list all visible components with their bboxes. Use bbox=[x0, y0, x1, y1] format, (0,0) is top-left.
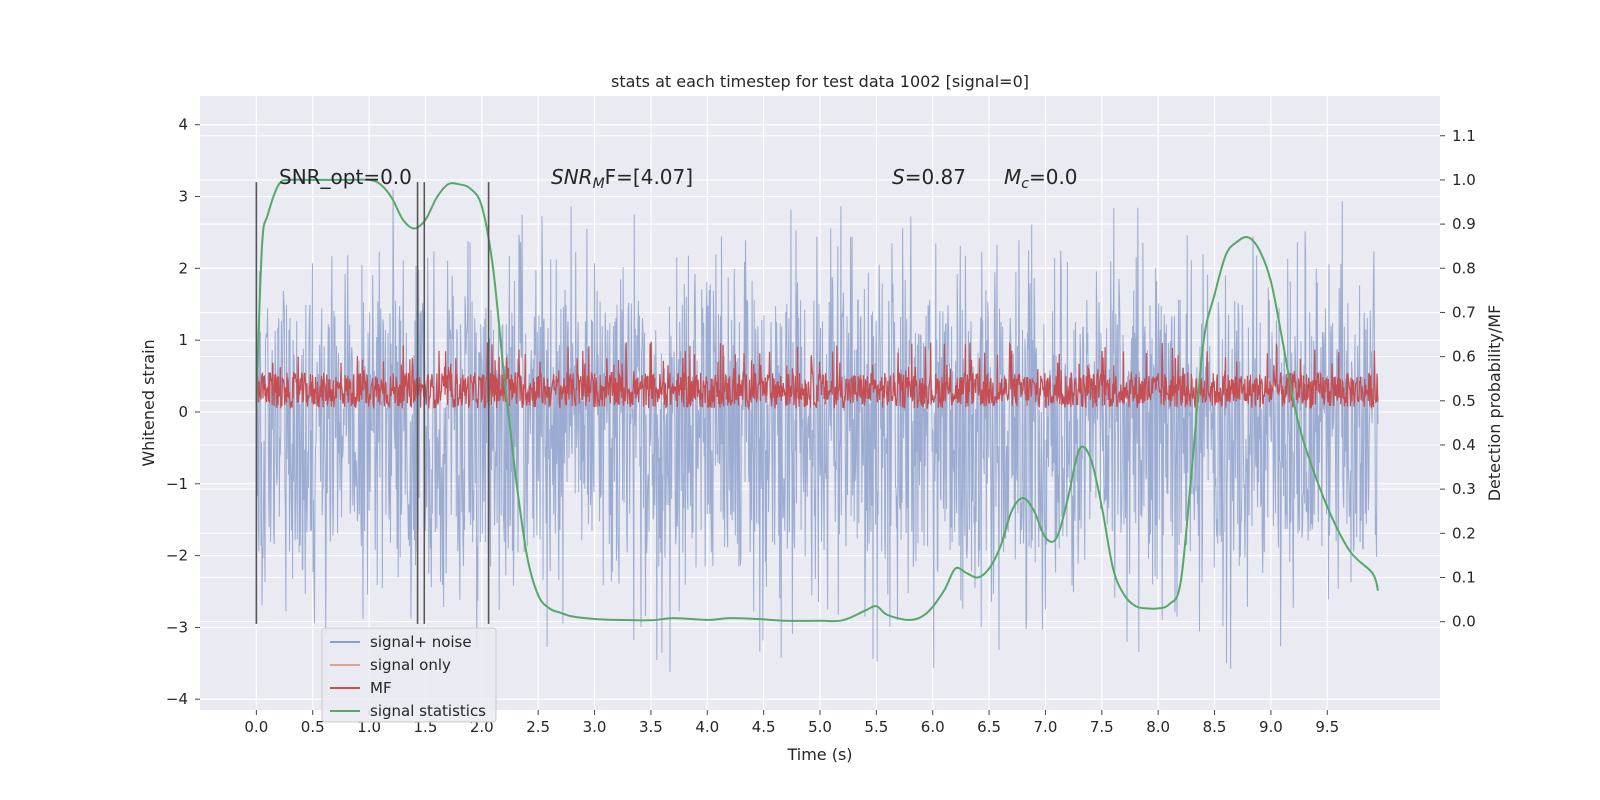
annotation-snr-mf: SNRMF=[4.07] bbox=[551, 165, 693, 192]
x-tick-label: 0.0 bbox=[244, 718, 268, 736]
x-tick-label: 7.0 bbox=[1034, 718, 1058, 736]
legend-box bbox=[321, 627, 497, 723]
x-tick-label: 3.5 bbox=[639, 718, 663, 736]
y2-tick-label: 0.9 bbox=[1452, 215, 1476, 233]
y2-tick-label: 1.1 bbox=[1452, 127, 1476, 145]
chart-title: stats at each timestep for test data 100… bbox=[611, 72, 1029, 91]
y2-axis-label: Detection probability/MF bbox=[1485, 305, 1504, 502]
annotation-s-main: S bbox=[892, 165, 905, 189]
y-tick-label: −4 bbox=[166, 690, 188, 708]
y-tick-label: 1 bbox=[178, 331, 188, 349]
y2-tick-label: 0.7 bbox=[1452, 303, 1476, 321]
y2-tick-label: 1.0 bbox=[1452, 171, 1476, 189]
x-tick-label: 3.0 bbox=[583, 718, 607, 736]
axes: 0.0 0.5 1.0 1.5 2.0 2.5 3.0 3.5 4.0 4.5 5.0 5.5 6.0 6… bbox=[166, 116, 1476, 736]
x-tick-label: 7.5 bbox=[1090, 718, 1114, 736]
series-layer bbox=[255, 178, 1379, 673]
y-tick-label: −1 bbox=[166, 475, 188, 493]
annotation-mc-sub: c bbox=[1021, 176, 1029, 192]
legend: signal+ noise signal only MF signal stat… bbox=[321, 627, 497, 723]
y2-tick-label: 0.3 bbox=[1452, 480, 1476, 498]
series-signal-noise-line bbox=[255, 189, 1379, 673]
x-tick-label: 5.0 bbox=[808, 718, 832, 736]
x-tick-label: 8.5 bbox=[1203, 718, 1227, 736]
annotation-mc-rest: =0.0 bbox=[1029, 165, 1078, 189]
y-tick-label: 4 bbox=[178, 116, 188, 134]
y-tick-label: 2 bbox=[178, 259, 188, 277]
y2-tick-label: 0.2 bbox=[1452, 524, 1476, 542]
x-tick-label: 9.5 bbox=[1315, 718, 1339, 736]
y-tick-label: 3 bbox=[178, 188, 188, 206]
legend-label-signal-noise: signal+ noise bbox=[370, 633, 472, 651]
x-tick-label: 2.5 bbox=[526, 718, 550, 736]
x-tick-label: 6.0 bbox=[921, 718, 945, 736]
vertical-markers bbox=[255, 182, 490, 624]
annotation-mc-main: M bbox=[1004, 165, 1021, 189]
y-tick-label: −3 bbox=[166, 618, 188, 636]
annotation-s: S=0.87 bbox=[892, 165, 966, 189]
x-tick-label: 4.0 bbox=[695, 718, 719, 736]
y2-tick-label: 0.8 bbox=[1452, 259, 1476, 277]
y2-tick-label: 0.6 bbox=[1452, 348, 1476, 366]
x-tick-label: 6.5 bbox=[977, 718, 1001, 736]
series-signal-statistics-line bbox=[255, 178, 1379, 623]
legend-label-mf: MF bbox=[370, 679, 392, 697]
legend-label-signal-statistics: signal statistics bbox=[370, 702, 486, 720]
annotation-snr-mf-rest: F=[4.07] bbox=[605, 165, 693, 189]
y-axis-label: Whitened strain bbox=[139, 339, 158, 466]
annotation-snr-mf-main: SNR bbox=[551, 165, 593, 189]
y-tick-label: −2 bbox=[166, 547, 188, 565]
x-tick-label: 4.5 bbox=[752, 718, 776, 736]
x-tick-label: 8.0 bbox=[1146, 718, 1170, 736]
x-tick-label: 0.5 bbox=[301, 718, 325, 736]
x-tick-label: 5.5 bbox=[864, 718, 888, 736]
y2-tick-label: 0.0 bbox=[1452, 613, 1476, 631]
annotation-s-rest: =0.87 bbox=[905, 165, 966, 189]
annotation-mc: Mc=0.0 bbox=[1004, 165, 1078, 192]
series-mf-line bbox=[255, 341, 1379, 411]
y2-tick-label: 0.4 bbox=[1452, 436, 1476, 454]
annotation-snr-mf-sub: M bbox=[593, 176, 605, 192]
y2-tick-label: 0.5 bbox=[1452, 392, 1476, 410]
y2-tick-label: 0.1 bbox=[1452, 568, 1476, 586]
legend-label-signal-only: signal only bbox=[370, 656, 451, 674]
x-axis-label: Time (s) bbox=[786, 745, 852, 764]
annotation-snr-opt: SNR_opt=0.0 bbox=[279, 165, 412, 189]
y-tick-label: 0 bbox=[178, 403, 188, 421]
x-tick-label: 9.0 bbox=[1259, 718, 1283, 736]
